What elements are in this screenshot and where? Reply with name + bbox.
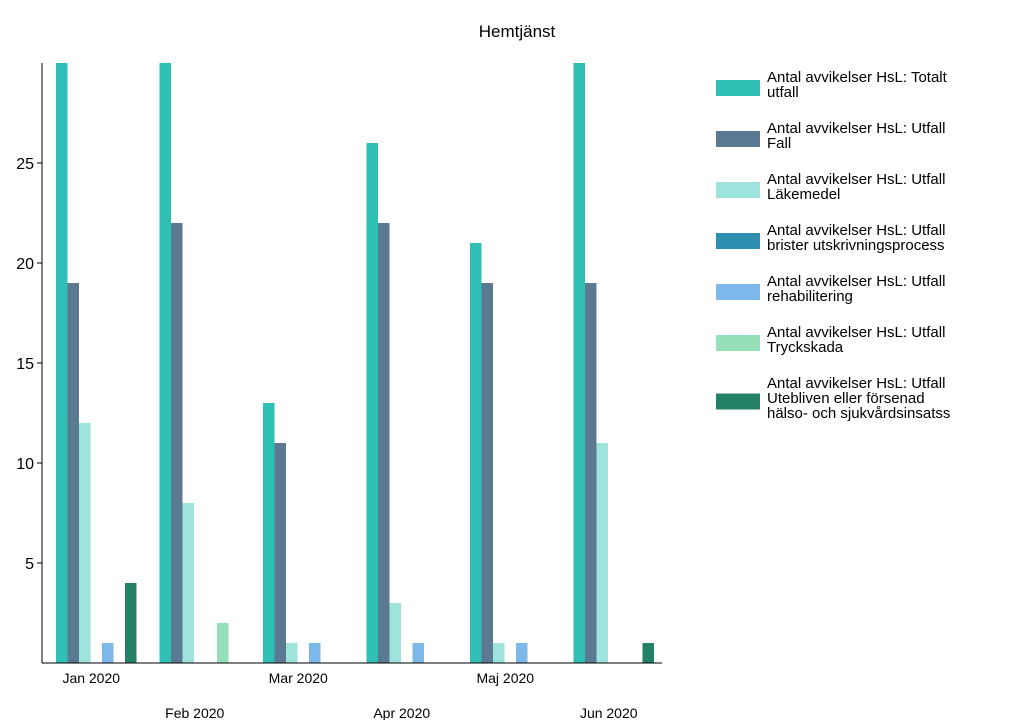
legend-item: Antal avvikelser HsL: Utfall Utebliven el… xyxy=(716,375,950,422)
bar xyxy=(182,503,194,663)
bar xyxy=(102,643,114,663)
x-tick-label: Maj 2020 xyxy=(476,670,534,686)
bar xyxy=(171,223,183,663)
bar xyxy=(286,643,298,663)
bar xyxy=(470,243,482,663)
x-tick-label: Mar 2020 xyxy=(269,670,328,686)
chart-title: Hemtjänst xyxy=(479,22,556,41)
bar xyxy=(642,643,654,663)
legend-item: Antal avvikelser HsL: Utfall brister utsk… xyxy=(716,222,945,254)
legend-item: Antal avvikelser HsL: Utfall Läkemedel xyxy=(716,171,945,203)
bar xyxy=(159,63,171,663)
y-tick-label: 10 xyxy=(16,456,34,473)
bar xyxy=(67,283,79,663)
y-tick-label: 20 xyxy=(16,256,34,273)
bar xyxy=(493,643,505,663)
bar xyxy=(366,143,378,663)
bar xyxy=(378,223,390,663)
legend-label: Antal avvikelser HsL: Totalt utfall xyxy=(767,69,948,101)
bar xyxy=(412,643,424,663)
legend-item: Antal avvikelser HsL: Utfall Tryckskada xyxy=(716,324,945,356)
legend-swatch xyxy=(716,233,760,249)
legend-label: Antal avvikelser HsL: Utfall Tryckskada xyxy=(767,324,945,356)
x-tick-label: Jun 2020 xyxy=(580,705,638,720)
legend-swatch xyxy=(716,131,760,147)
bar xyxy=(516,643,528,663)
x-tick-label: Jan 2020 xyxy=(62,670,120,686)
y-axis: 5 10 15 20 25 xyxy=(16,63,43,663)
legend-swatch xyxy=(716,335,760,351)
legend-item: Antal avvikelser HsL: Totalt utfall xyxy=(716,69,948,101)
legend-swatch xyxy=(716,393,760,410)
legend-swatch xyxy=(716,80,760,96)
bar xyxy=(263,403,275,663)
bar xyxy=(309,643,321,663)
bars xyxy=(56,63,654,663)
bar xyxy=(125,583,137,663)
legend-label: Antal avvikelser HsL: Utfall Utebliven el… xyxy=(767,375,950,422)
legend-item: Antal avvikelser HsL: Utfall rehabiliteri… xyxy=(716,273,945,305)
legend-label: Antal avvikelser HsL: Utfall Läkemedel xyxy=(767,171,945,203)
x-tick-label: Feb 2020 xyxy=(165,705,224,720)
bar xyxy=(274,443,286,663)
bar xyxy=(596,443,608,663)
y-tick-label: 25 xyxy=(16,156,34,173)
bar xyxy=(79,423,91,663)
legend-swatch xyxy=(716,284,760,300)
legend-label: Antal avvikelser HsL: Utfall rehabiliteri… xyxy=(767,273,945,305)
legend: Antal avvikelser HsL: Totalt utfall Antal … xyxy=(716,69,950,422)
y-tick-label: 5 xyxy=(25,556,34,573)
legend-item: Antal avvikelser HsL: Utfall Fall xyxy=(716,120,945,152)
bar xyxy=(56,63,68,663)
bar xyxy=(217,623,229,663)
bar xyxy=(585,283,597,663)
bar xyxy=(389,603,401,663)
bar xyxy=(481,283,493,663)
y-tick-label: 15 xyxy=(16,356,34,373)
legend-label: Antal avvikelser HsL: Utfall Fall xyxy=(767,120,945,152)
x-tick-label: Apr 2020 xyxy=(373,705,430,720)
legend-swatch xyxy=(716,182,760,198)
legend-label: Antal avvikelser HsL: Utfall brister utsk… xyxy=(767,222,945,254)
bar xyxy=(573,63,585,663)
x-axis: Jan 2020 Feb 2020 Mar 2020 Apr 2020 Maj 2020… xyxy=(42,662,662,720)
